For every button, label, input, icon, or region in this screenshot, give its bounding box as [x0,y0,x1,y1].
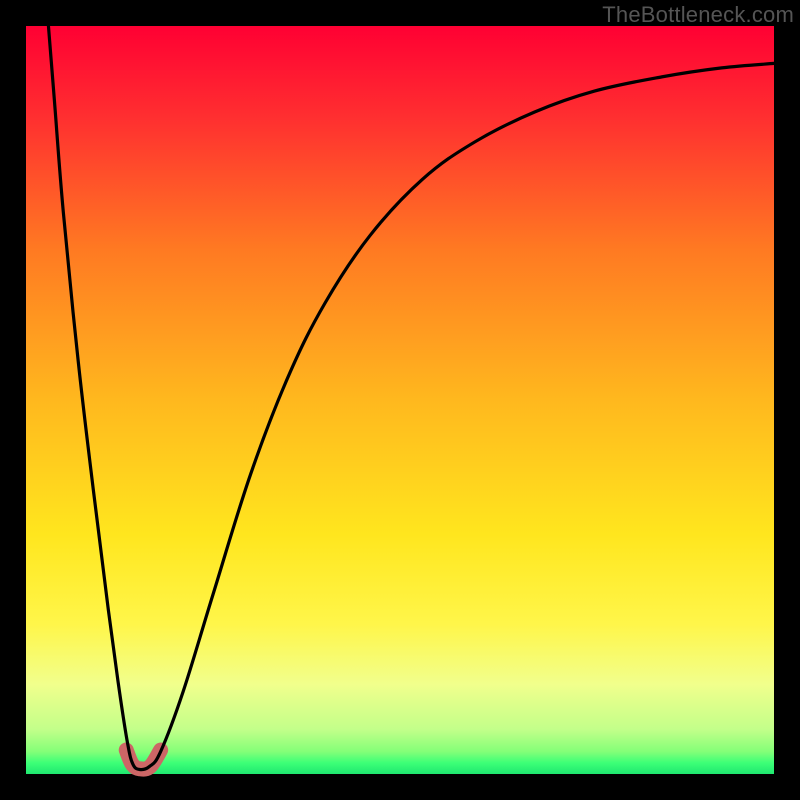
bottleneck-chart [0,0,800,800]
chart-container: TheBottleneck.com [0,0,800,800]
chart-background-gradient [26,26,774,774]
watermark-text: TheBottleneck.com [602,0,800,28]
